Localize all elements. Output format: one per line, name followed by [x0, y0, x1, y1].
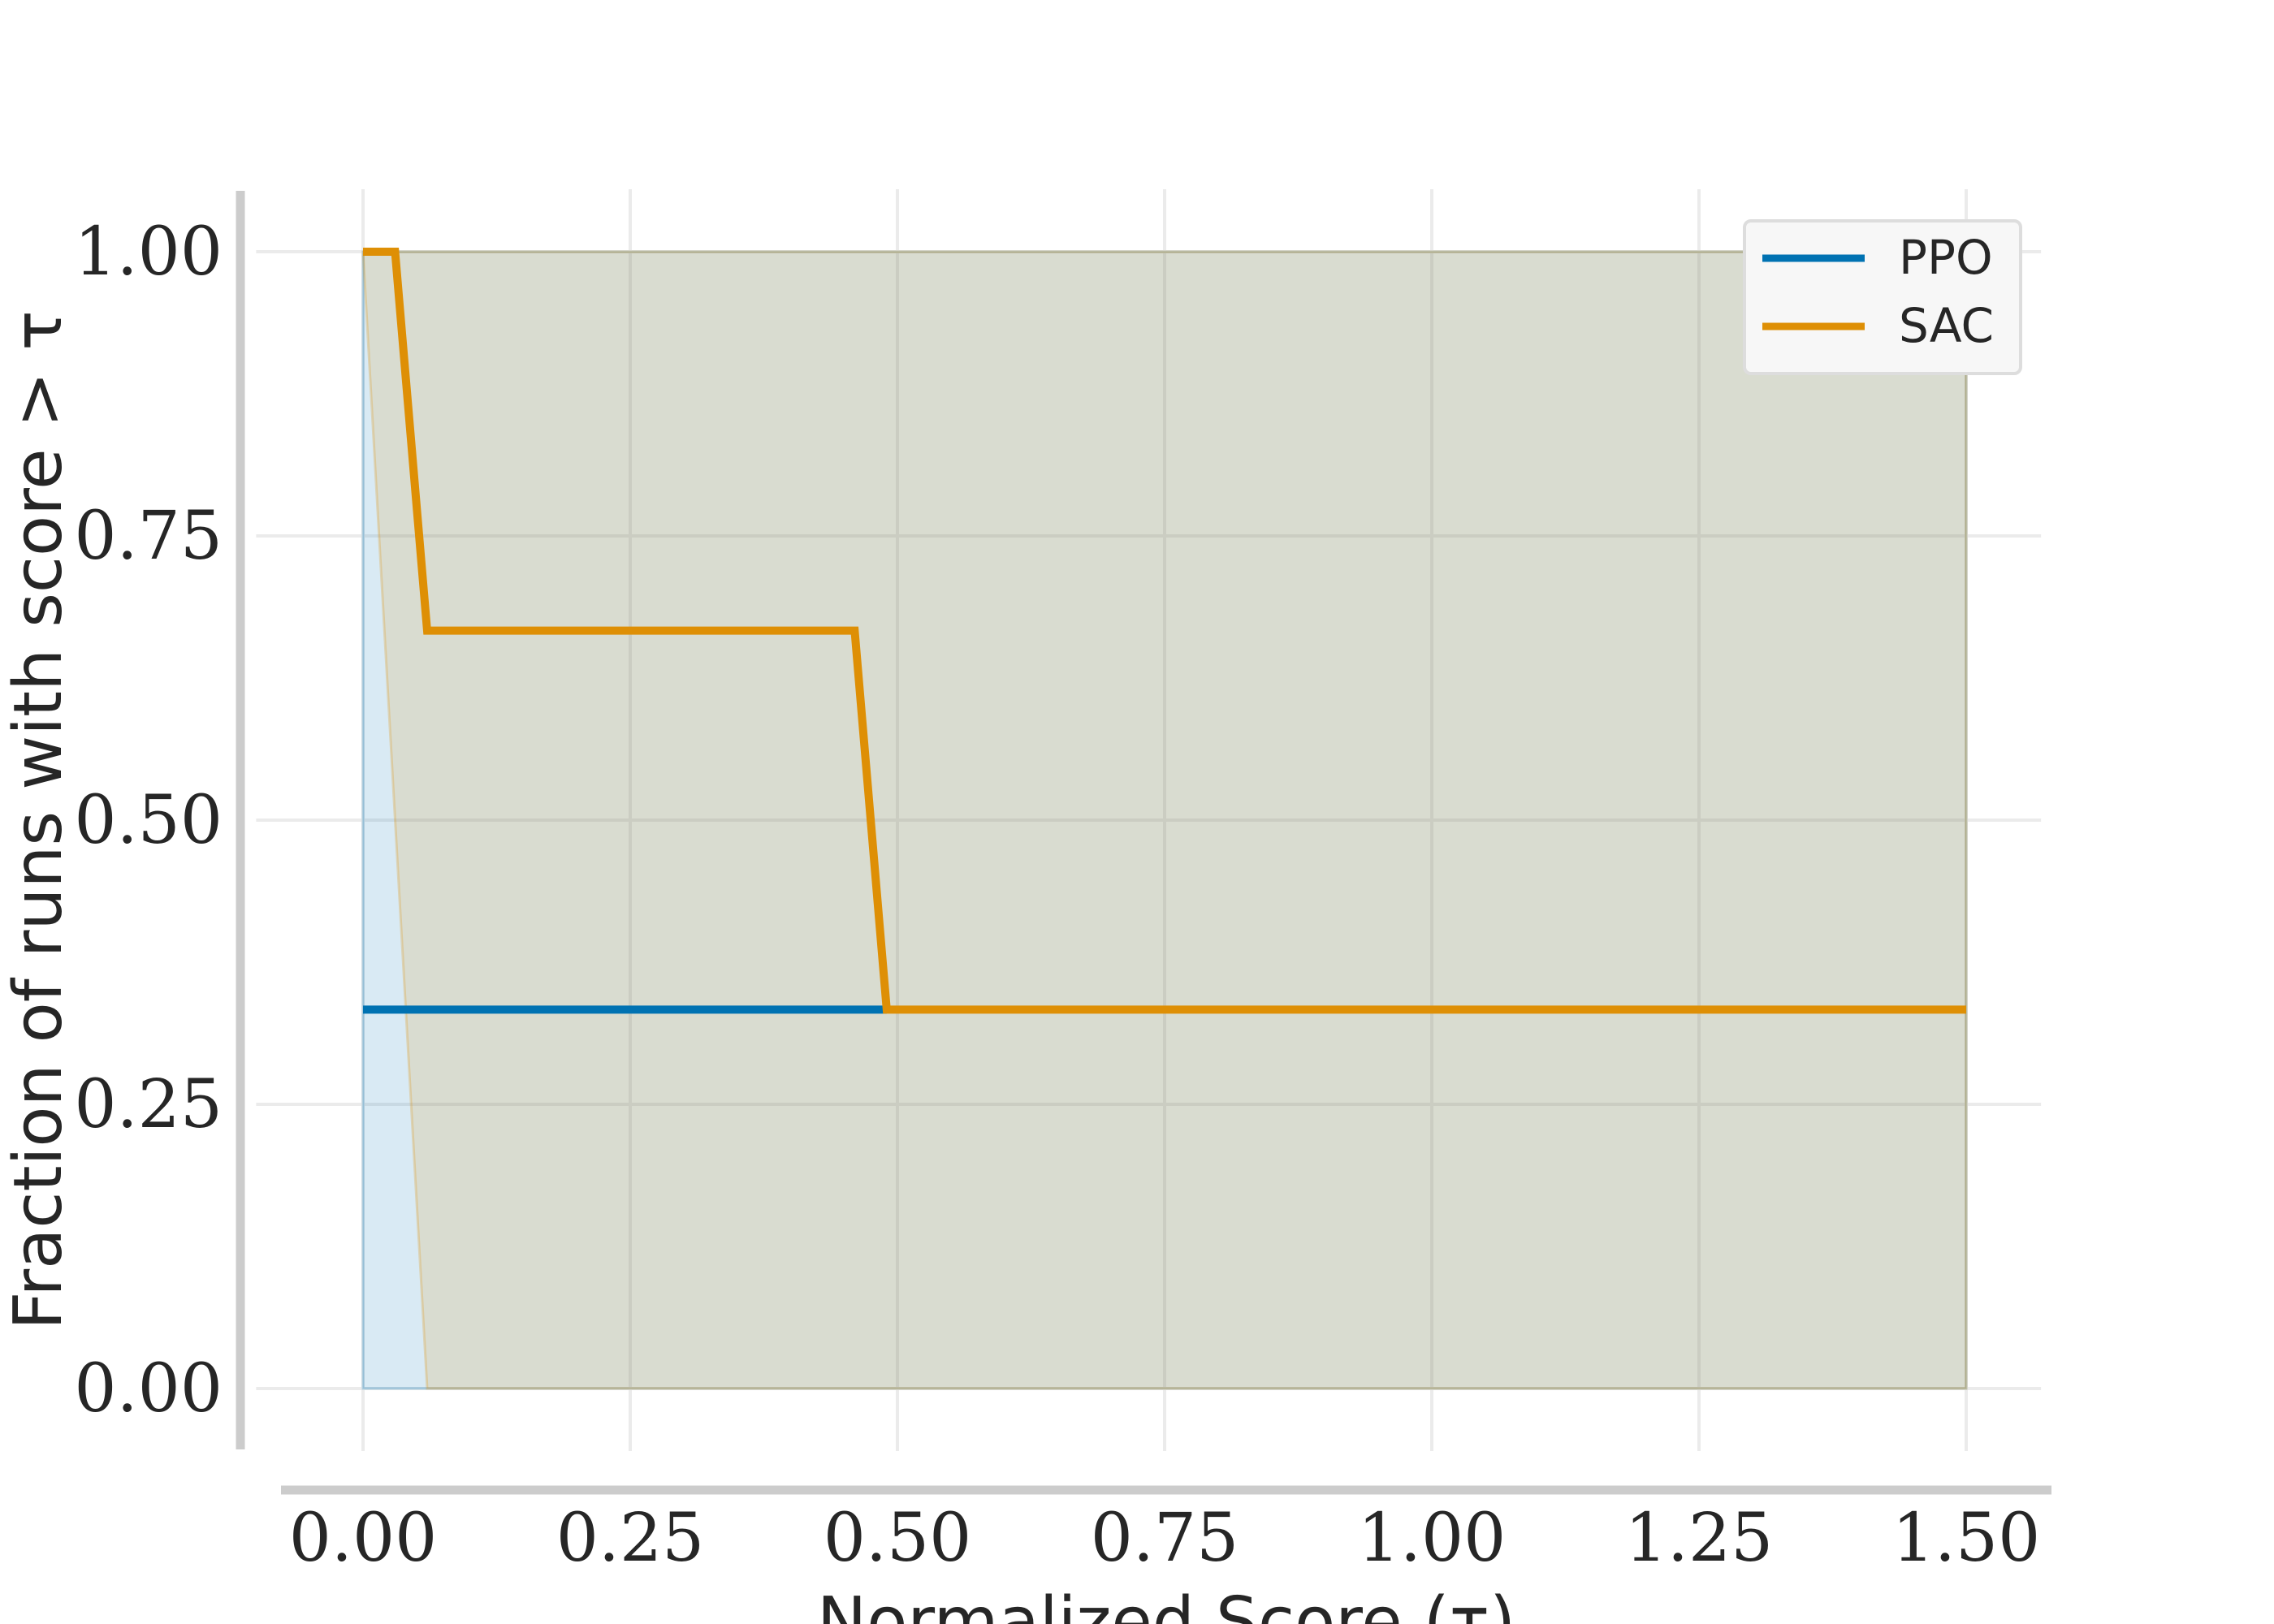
x-tick-label: 0.00 — [289, 1500, 438, 1577]
x-tick-label: 0.25 — [556, 1500, 705, 1577]
x-tick-label: 1.00 — [1358, 1500, 1507, 1577]
y-tick-label: 0.75 — [74, 498, 223, 575]
y-tick-label: 0.50 — [74, 782, 223, 859]
confidence-bands — [361, 250, 1968, 1390]
y-tick-labels: 0.00 0.25 0.50 0.75 1.00 — [74, 214, 223, 1427]
y-axis-title: Fraction of runs with score > τ — [0, 310, 77, 1330]
x-tick-label: 0.50 — [824, 1500, 972, 1577]
legend-label-sac: SAC — [1899, 298, 1994, 353]
x-tick-label: 0.75 — [1091, 1500, 1239, 1577]
x-tick-labels: 0.00 0.25 0.50 0.75 1.00 1.25 1.50 — [289, 1500, 2041, 1577]
y-tick-label: 0.00 — [74, 1350, 223, 1427]
grid — [256, 189, 2042, 1451]
y-tick-label: 1.00 — [74, 214, 223, 291]
series-lines — [363, 248, 1966, 1014]
x-tick-label: 1.50 — [1892, 1500, 2041, 1577]
x-axis-title: Normalized Score (τ) — [817, 1583, 1515, 1624]
y-tick-label: 0.25 — [74, 1066, 223, 1143]
x-tick-label: 1.25 — [1625, 1500, 1774, 1577]
line-sac — [363, 248, 1966, 1014]
legend: PPO SAC — [1743, 219, 2022, 375]
band-sac — [361, 250, 1968, 1390]
legend-label-ppo: PPO — [1899, 230, 1993, 285]
